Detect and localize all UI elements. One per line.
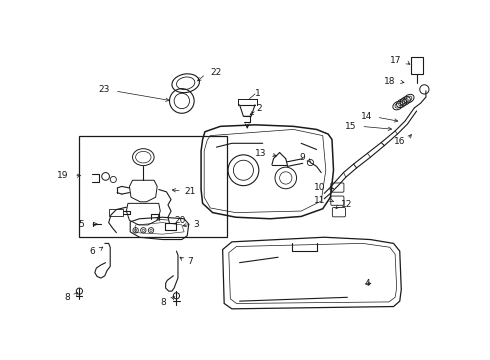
Text: 12: 12 xyxy=(341,201,353,210)
Text: 2: 2 xyxy=(257,104,262,113)
Text: 13: 13 xyxy=(255,149,267,158)
Text: 16: 16 xyxy=(393,137,405,146)
Text: 11: 11 xyxy=(314,196,326,205)
Text: 20: 20 xyxy=(174,216,186,225)
Text: 21: 21 xyxy=(184,186,196,195)
Text: 3: 3 xyxy=(194,220,199,229)
Text: 8: 8 xyxy=(160,298,166,307)
Text: 19: 19 xyxy=(57,171,69,180)
Bar xyxy=(109,209,122,216)
Text: 10: 10 xyxy=(314,184,326,193)
Text: 23: 23 xyxy=(99,85,110,94)
Text: 18: 18 xyxy=(384,77,395,86)
Text: 1: 1 xyxy=(255,89,261,98)
Text: 15: 15 xyxy=(345,122,357,131)
Text: 7: 7 xyxy=(187,257,193,266)
Text: 6: 6 xyxy=(89,247,95,256)
Text: 22: 22 xyxy=(210,68,221,77)
Text: 4: 4 xyxy=(365,279,370,288)
Text: 9: 9 xyxy=(299,153,305,162)
Text: 17: 17 xyxy=(390,56,401,65)
Text: 8: 8 xyxy=(64,293,70,302)
Text: 5: 5 xyxy=(78,220,84,229)
Text: 14: 14 xyxy=(361,112,372,121)
Bar xyxy=(411,57,423,74)
Bar xyxy=(79,136,227,237)
